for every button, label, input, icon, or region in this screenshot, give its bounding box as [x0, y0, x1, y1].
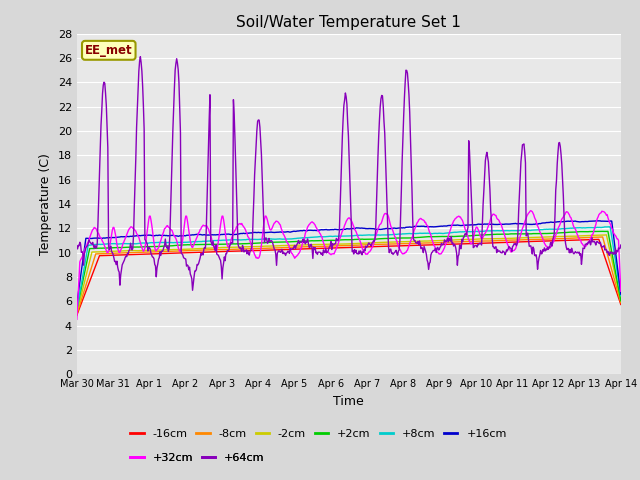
- Text: EE_met: EE_met: [85, 44, 132, 57]
- X-axis label: Time: Time: [333, 395, 364, 408]
- Legend: +32cm, +64cm: +32cm, +64cm: [126, 448, 269, 467]
- Title: Soil/Water Temperature Set 1: Soil/Water Temperature Set 1: [236, 15, 461, 30]
- Y-axis label: Temperature (C): Temperature (C): [39, 153, 52, 255]
